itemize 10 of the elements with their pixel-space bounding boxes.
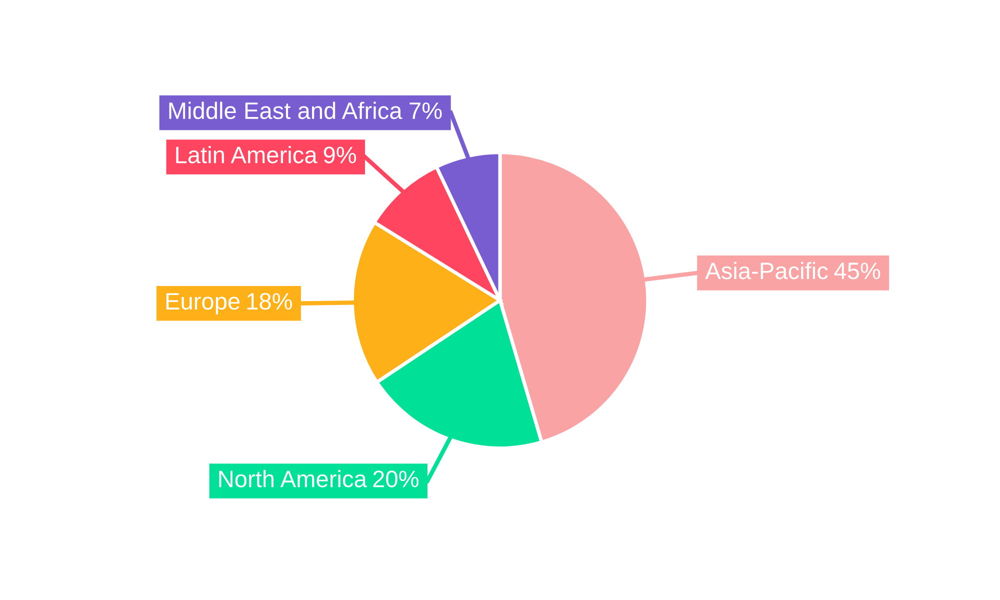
data-label: 7% (410, 102, 442, 119)
data-label: 45% (834, 262, 880, 280)
data-label: 18% (247, 292, 292, 310)
slice-label: Asia-Pacific (705, 262, 828, 280)
data-label: 9% (324, 146, 356, 164)
slice-label: Latin America (176, 146, 318, 164)
slice-label: Europe (166, 293, 240, 314)
slice-label: Middle East and Africa (169, 102, 402, 120)
slice-label: North America (219, 470, 367, 488)
data-label: 20% (373, 470, 418, 488)
